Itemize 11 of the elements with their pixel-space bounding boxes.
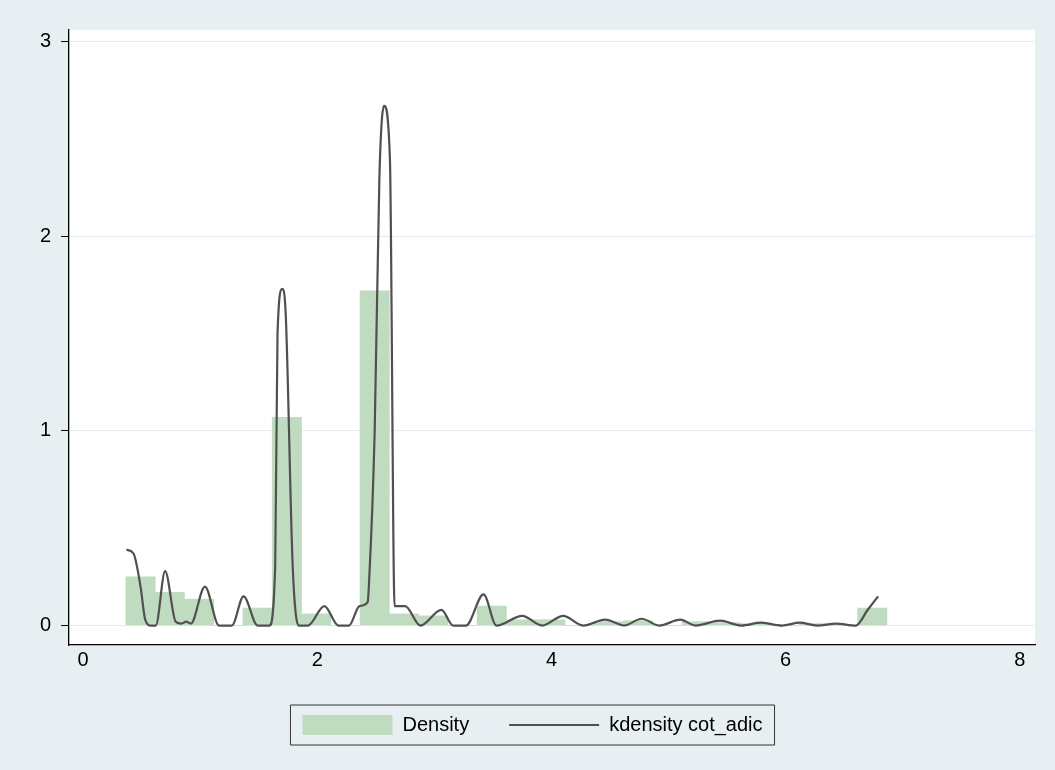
y-tick-label: 1: [40, 418, 52, 441]
legend-label: Density: [402, 712, 470, 735]
y-tick-label: 2: [40, 223, 52, 246]
x-tick-label: 6: [780, 647, 792, 670]
x-tick-label: 8: [1014, 647, 1026, 670]
y-tick-label: 3: [40, 29, 52, 52]
x-tick-label: 4: [545, 647, 558, 670]
legend-label: kdensity cot_adic: [609, 712, 763, 736]
x-tick-label: 2: [311, 647, 323, 670]
y-tick-label: 0: [40, 613, 52, 636]
x-tick-label: 0: [77, 647, 89, 670]
